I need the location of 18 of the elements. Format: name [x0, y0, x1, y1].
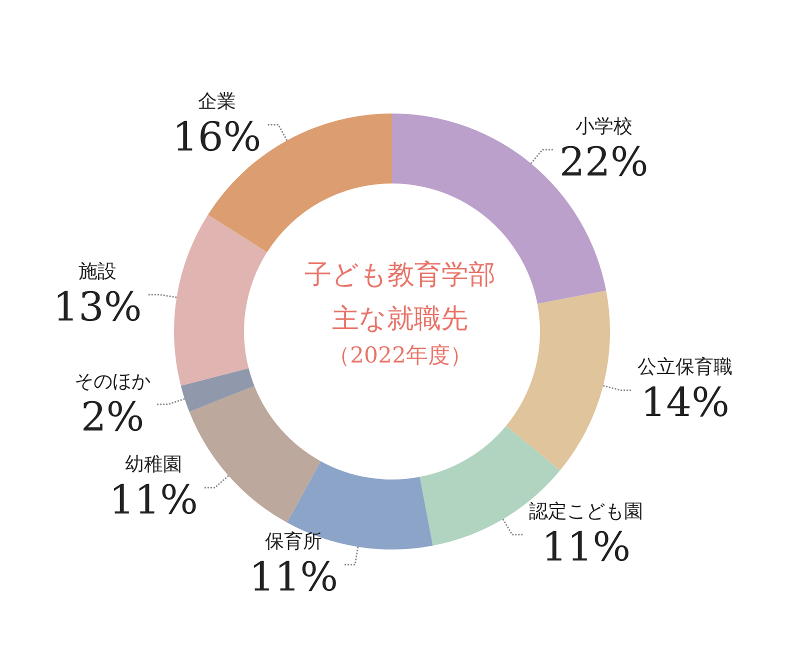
slice-label: 小学校 [575, 116, 632, 138]
slice-label: そのほか [74, 370, 151, 392]
slice-label: 認定こども園 [529, 500, 644, 523]
slice-label: 施設 [78, 260, 116, 283]
data-label: 22% [559, 140, 648, 186]
data-label: 16% [172, 114, 262, 161]
text: 子ども教育学部主な就職先 [304, 260, 496, 334]
data-label: 2% [80, 394, 144, 440]
data-label: 11% [249, 554, 338, 601]
data-label: 11% [542, 524, 631, 571]
slice-label: 公立保育職 [638, 356, 733, 378]
text: （2022年度） [328, 344, 472, 368]
data-label: 11% [109, 478, 198, 524]
data-label: 13% [53, 284, 142, 331]
slice-label: 保育所 [265, 530, 322, 553]
slice-label: 幼稚園 [125, 454, 182, 476]
data-label: 14% [640, 380, 730, 426]
slice-label: 企業 [198, 90, 236, 113]
